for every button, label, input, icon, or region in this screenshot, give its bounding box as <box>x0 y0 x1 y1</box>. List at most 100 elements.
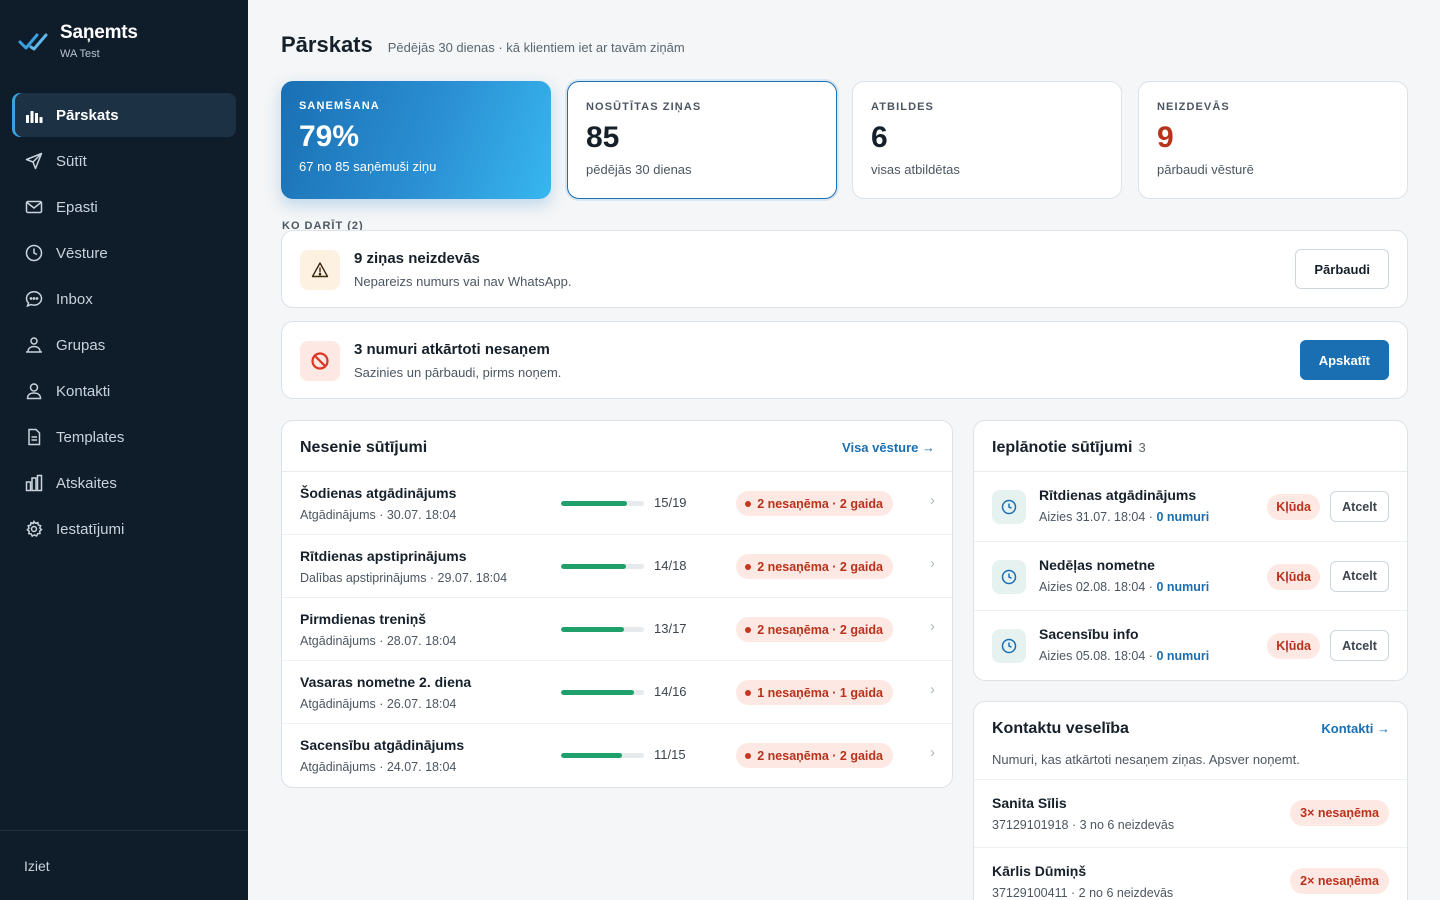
scheduled-time: Aizies 05.08. 18:04 · <box>1039 649 1157 663</box>
logout-link[interactable]: Iziet <box>24 858 50 874</box>
panel-header: Kontaktu veselība Kontakti → <box>974 702 1407 752</box>
send-title: Sacensību atgādinājums <box>300 737 465 753</box>
blocked-icon <box>300 341 340 381</box>
sidebar-footer: Iziet <box>0 830 248 900</box>
stat-note: pēdējās 30 dienas <box>586 162 692 177</box>
send-title: Rītdienas apstiprinājums <box>300 548 467 564</box>
sidebar-item-label: Templates <box>56 428 125 446</box>
sidebar-item-epasti[interactable]: Epasti <box>12 185 236 229</box>
status-badge: 2 nesaņēma · 2 gaida <box>736 743 893 768</box>
recent-send-row[interactable]: Sacensību atgādinājums Atgādinājums · 24.… <box>282 724 952 787</box>
status-badge-text: 2 nesaņēma · 2 gaida <box>757 496 883 511</box>
scheduled-row: Nedēļas nometne Aizies 02.08. 18:04 · 0 n… <box>974 542 1407 611</box>
page-title: Pārskats <box>281 32 373 57</box>
scheduled-title: Nedēļas nometne <box>1039 556 1155 573</box>
sidebar-item-vesture[interactable]: Vēsture <box>12 231 236 275</box>
recipients-link[interactable]: 0 numuri <box>1156 649 1210 663</box>
scheduled-time: Aizies 31.07. 18:04 · <box>1039 510 1157 524</box>
cancel-button[interactable]: Atcelt <box>1330 630 1389 661</box>
scheduled-title: Sacensību info <box>1039 626 1139 642</box>
delivery-progress-bar <box>561 627 644 632</box>
delivery-progress-bar <box>561 690 644 695</box>
send-meta: Dalības apstiprinājums · 29.07. 18:04 <box>300 571 508 585</box>
status-dot-icon <box>745 626 752 633</box>
chevron-right-icon: › <box>930 744 935 761</box>
cancel-button[interactable]: Atcelt <box>1330 560 1389 592</box>
status-dot-icon <box>745 563 752 570</box>
sidebar-item-atskaites[interactable]: Atskaites <box>12 461 236 505</box>
recent-send-row[interactable]: Vasaras nometne 2. diena Atgādinājums · 2… <box>282 661 952 724</box>
contact-health-row[interactable]: Sanita Sīlis 37129101918 · 3 no 6 neizdev… <box>974 780 1407 848</box>
todo-section-label: KO DARĪT (2) <box>282 220 364 232</box>
document-icon <box>25 428 43 446</box>
progress-fill <box>561 753 622 758</box>
sidebar-item-templates[interactable]: Templates <box>12 415 236 459</box>
delivery-progress-bar <box>561 501 644 506</box>
sidebar-item-grupas[interactable]: Grupas <box>12 323 236 367</box>
stat-card-failed[interactable]: NEIZDEVĀS 9 pārbaudi vēsturē <box>1138 81 1408 199</box>
error-badge: Kļūda <box>1267 494 1320 520</box>
sidebar: Saņemts WA Test Pārskats Sūtīt Epasti <box>0 0 248 900</box>
alert-title: 9 ziņas neizdevās <box>354 250 480 267</box>
stat-note: 67 no 85 saņēmuši ziņu <box>299 159 437 174</box>
scheduled-title: Rītdienas atgādinājums <box>1039 487 1197 503</box>
scheduled-row: Sacensību info Aizies 05.08. 18:04 · 0 nu… <box>974 611 1407 680</box>
page-subtitle: Pēdējās 30 dienas · kā klientiem iet ar … <box>387 40 685 55</box>
progress-fill <box>561 501 627 506</box>
scheduled-list: Rītdienas atgādinājums Aizies 31.07. 18:0… <box>974 472 1407 680</box>
send-meta: Atgādinājums · 28.07. 18:04 <box>300 634 457 648</box>
full-history-link[interactable]: Visa vēsture → <box>842 440 935 455</box>
sidebar-item-label: Iestatījumi <box>56 520 125 538</box>
panel-title: Kontaktu veselība <box>992 720 1129 737</box>
stat-card-replies[interactable]: ATBILDES 6 visas atbildētas <box>852 81 1122 199</box>
recent-send-row[interactable]: Šodienas atgādinājums Atgādinājums · 30.0… <box>282 472 952 535</box>
sidebar-item-iestatijumi[interactable]: Iestatījumi <box>12 507 236 551</box>
alert-failed-messages: 9 ziņas neizdevās Nepareizs numurs vai n… <box>281 230 1408 308</box>
panel-title: Nesenie sūtījumi <box>300 439 428 456</box>
chart-columns-icon <box>25 474 43 492</box>
contact-health-row[interactable]: Kārlis Dūmiņš 37129100411 · 2 no 6 neizde… <box>974 848 1407 900</box>
stat-label: NEIZDEVĀS <box>1157 101 1230 113</box>
contacts-link[interactable]: Kontakti → <box>1321 721 1390 736</box>
send-icon <box>25 152 43 170</box>
sidebar-item-label: Vēsture <box>56 244 108 262</box>
recent-send-row[interactable]: Rītdienas apstiprinājums Dalības apstipri… <box>282 535 952 598</box>
scheduled-row: Rītdienas atgādinājums Aizies 31.07. 18:0… <box>974 472 1407 542</box>
delivery-ratio: 15/19 <box>654 495 687 510</box>
sidebar-item-label: Grupas <box>56 336 106 354</box>
sidebar-nav: Pārskats Sūtīt Epasti Vēsture Inbox <box>12 93 236 553</box>
recent-send-row[interactable]: Pirmdienas treniņš Atgādinājums · 28.07. … <box>282 598 952 661</box>
delivery-ratio: 14/16 <box>654 684 687 699</box>
stat-label: SAŅEMŠANA <box>299 100 380 112</box>
sidebar-item-sutit[interactable]: Sūtīt <box>12 139 236 183</box>
stat-value: 9 <box>1157 121 1174 154</box>
workspace-name: WA Test <box>60 48 100 60</box>
scheduled-count: 3 <box>1138 440 1146 455</box>
view-button[interactable]: Apskatīt <box>1299 340 1389 380</box>
alert-repeat-failures: 3 numuri atkārtoti nesaņem Sazinies un p… <box>281 321 1408 399</box>
mail-icon <box>25 198 43 216</box>
stat-card-sent[interactable]: NOSŪTĪTAS ZIŅAS 85 pēdējās 30 dienas <box>567 81 837 199</box>
logo-icon <box>18 33 48 51</box>
sidebar-item-kontakti[interactable]: Kontakti <box>12 369 236 413</box>
recipients-link[interactable]: 0 numuri <box>1156 510 1210 524</box>
status-badge-text: 1 nesaņēma · 1 gaida <box>757 685 883 700</box>
stat-value: 6 <box>871 121 888 154</box>
check-button[interactable]: Pārbaudi <box>1295 249 1389 289</box>
recent-list: Šodienas atgādinājums Atgādinājums · 30.0… <box>282 472 952 787</box>
progress-fill <box>561 627 625 632</box>
sidebar-item-parskats[interactable]: Pārskats <box>12 93 236 137</box>
stat-label: ATBILDES <box>871 101 934 113</box>
page-header: Pārskats Pēdējās 30 dienas · kā klientie… <box>281 32 685 58</box>
send-meta: Atgādinājums · 30.07. 18:04 <box>300 508 457 522</box>
stat-card-delivery[interactable]: SAŅEMŠANA 79% 67 no 85 saņēmuši ziņu <box>281 81 551 199</box>
sidebar-item-label: Epasti <box>56 198 98 216</box>
recipients-link[interactable]: 0 numuri <box>1156 579 1210 594</box>
sidebar-item-inbox[interactable]: Inbox <box>12 277 236 321</box>
send-title: Pirmdienas treniņš <box>300 611 427 627</box>
brand: Saņemts WA Test <box>18 22 138 60</box>
cancel-button[interactable]: Atcelt <box>1330 491 1389 522</box>
status-badge: 2 nesaņēma · 2 gaida <box>736 491 893 516</box>
sidebar-item-label: Atskaites <box>56 474 117 492</box>
contact-meta: 37129101918 · 3 no 6 neizdevās <box>992 818 1175 832</box>
